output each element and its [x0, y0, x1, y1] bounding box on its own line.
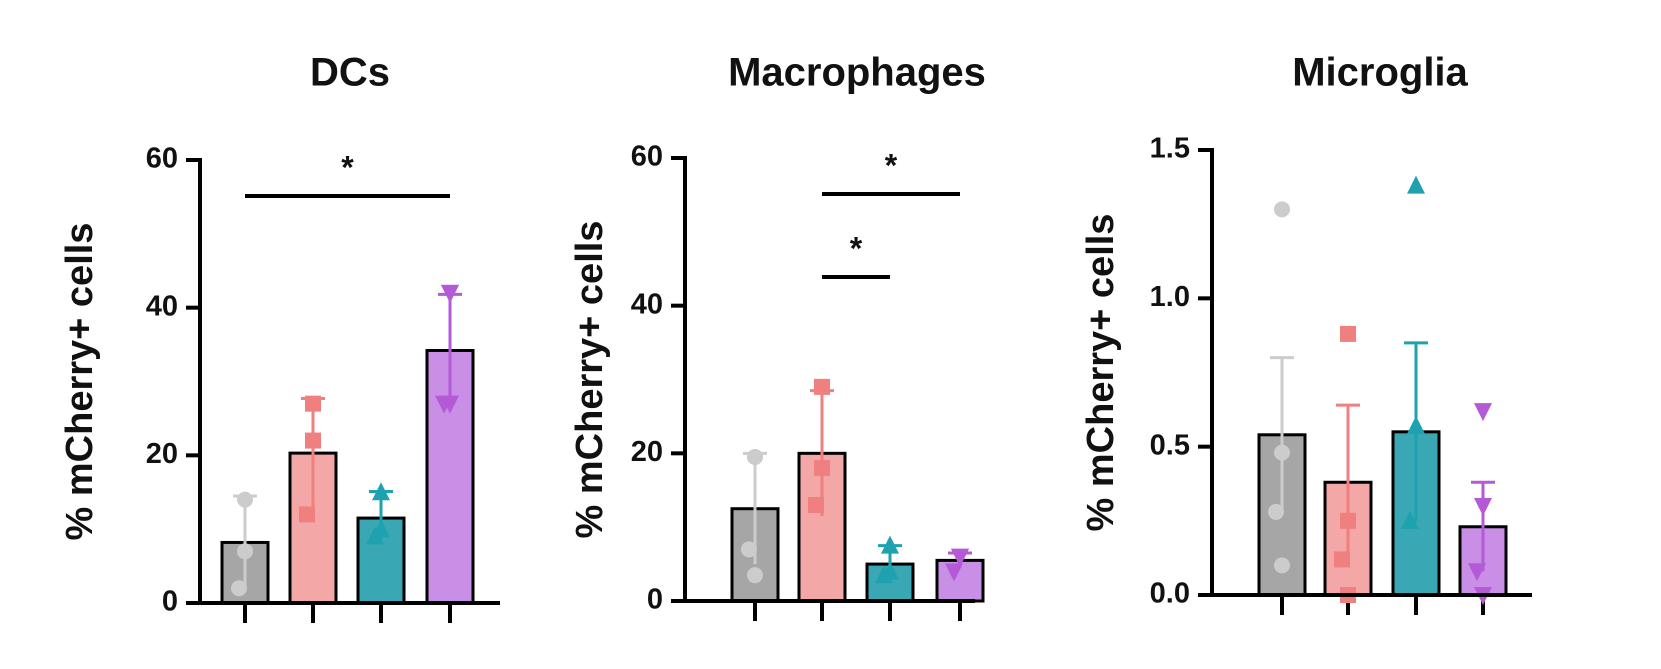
data-point: [881, 535, 899, 554]
y-tick-label: 0: [647, 584, 663, 616]
chart-title: DCs: [310, 51, 390, 95]
data-point: [1407, 175, 1425, 194]
significance-label: *: [850, 230, 863, 266]
y-tick-label: 60: [631, 141, 663, 173]
data-point: [1274, 557, 1290, 574]
y-axis-label: % mCherry+ cells: [59, 223, 101, 541]
y-tick-label: 1.0: [1150, 281, 1190, 313]
significance-label: *: [341, 149, 354, 185]
data-point: [299, 506, 315, 523]
y-tick-label: 60: [146, 143, 178, 175]
data-point: [747, 567, 763, 584]
data-point: [875, 565, 893, 584]
data-point: [945, 563, 963, 582]
data-point: [951, 548, 969, 567]
data-point: [366, 526, 384, 545]
y-tick-label: 40: [146, 290, 178, 322]
data-point: [814, 460, 830, 477]
data-point: [1268, 503, 1284, 520]
chart-title: Macrophages: [728, 51, 986, 95]
y-tick-label: 0.5: [1150, 429, 1190, 461]
data-point: [1340, 325, 1356, 342]
y-tick-label: 0: [162, 586, 178, 618]
data-point: [1274, 444, 1290, 461]
data-point: [814, 378, 830, 395]
data-point: [237, 543, 253, 560]
y-tick-label: 40: [631, 288, 663, 320]
significance-label: *: [885, 147, 898, 183]
data-point: [1401, 510, 1419, 529]
chart-title: Microglia: [1292, 51, 1468, 95]
y-axis-label: % mCherry+ cells: [1080, 214, 1122, 532]
data-point: [741, 541, 757, 558]
data-point: [808, 497, 824, 514]
data-point: [1274, 201, 1290, 218]
data-point: [1340, 512, 1356, 529]
data-point: [747, 449, 763, 466]
data-point: [305, 432, 321, 449]
data-point: [231, 580, 247, 597]
data-point: [305, 395, 321, 412]
data-point: [1334, 551, 1350, 568]
data-point: [441, 395, 459, 414]
data-point: [1407, 415, 1425, 434]
data-point: [441, 284, 459, 303]
data-point: [1468, 563, 1486, 582]
y-axis-label: % mCherry+ cells: [569, 221, 611, 539]
data-point: [237, 491, 253, 508]
data-point: [1474, 498, 1492, 516]
y-tick-label: 20: [631, 436, 663, 468]
y-tick-label: 20: [146, 438, 178, 470]
data-point: [372, 482, 390, 501]
data-point: [1474, 403, 1492, 422]
y-tick-label: 1.5: [1150, 133, 1190, 165]
y-tick-label: 0.0: [1150, 578, 1190, 610]
